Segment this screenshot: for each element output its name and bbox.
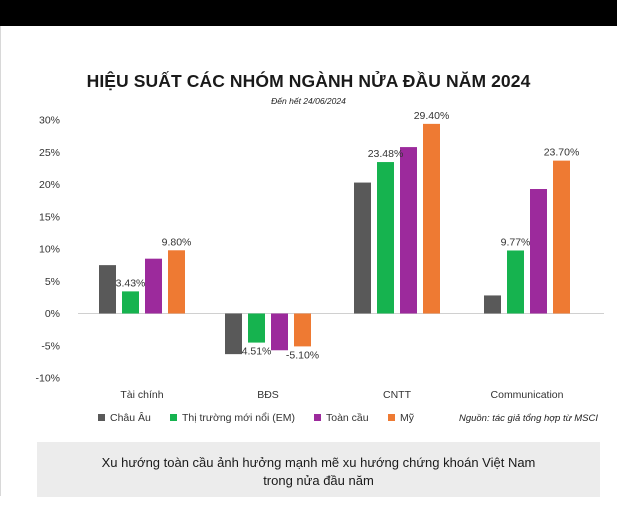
y-tick-label: 25%	[39, 147, 60, 159]
y-tick-label: 10%	[39, 244, 60, 256]
chart-legend: Châu Âu Thị trường mới nổi (EM) Toàn cầu…	[98, 412, 608, 426]
bar-chart: 30% 25% 20% 15% 10% 5% 0% -5% -10% 3.43% 4.51% 23.4…	[35, 110, 604, 401]
data-label: 4.51%	[242, 346, 272, 358]
data-label: 9.77%	[501, 236, 531, 248]
bar	[168, 250, 185, 314]
caption-line-1: Xu hướng toàn cầu ảnh hưởng mạnh mẽ xu h…	[101, 455, 536, 470]
x-category-label: Communication	[491, 389, 564, 401]
y-tick-label: -10%	[35, 373, 60, 385]
bar	[484, 295, 501, 314]
bar	[271, 313, 288, 351]
caption-box: Xu hướng toàn cầu ảnh hưởng mạnh mẽ xu h…	[37, 442, 600, 497]
legend-swatch	[98, 414, 105, 421]
x-category-label: CNTT	[383, 389, 412, 401]
x-category-label: Tài chính	[120, 389, 163, 401]
top-dark-band	[0, 0, 617, 26]
legend-label: Toàn cầu	[326, 412, 369, 424]
x-category-label: BĐS	[257, 389, 279, 401]
legend-label: Thị trường mới nổi (EM)	[182, 412, 295, 424]
bar	[423, 123, 440, 314]
bar	[553, 160, 570, 314]
bar	[99, 265, 116, 314]
chart-subtitle: Đến hết 24/06/2024	[271, 96, 346, 106]
legend-swatch	[314, 414, 321, 421]
bar	[122, 291, 139, 314]
data-label: -5.10%	[286, 349, 319, 361]
bar	[294, 313, 311, 347]
bar	[248, 313, 265, 343]
y-tick-label: 30%	[39, 115, 60, 127]
legend-item-my: Mỹ	[388, 412, 414, 424]
legend-item-toan-cau: Toàn cầu	[314, 412, 369, 424]
bar	[507, 250, 524, 314]
chart-title: HIỆU SUẤT CÁC NHÓM NGÀNH NỬA ĐẦU NĂM 202…	[86, 71, 531, 91]
y-tick-label: 20%	[39, 179, 60, 191]
bar	[400, 147, 417, 314]
data-label: 23.48%	[368, 148, 404, 160]
bar	[530, 189, 547, 314]
y-tick-label: -5%	[41, 340, 60, 352]
y-tick-label: 15%	[39, 211, 60, 223]
y-tick-label: 0%	[45, 308, 60, 320]
legend-item-chau-au: Châu Âu	[98, 412, 151, 424]
bar	[225, 313, 242, 355]
bar	[354, 182, 371, 314]
data-label: 3.43%	[116, 277, 146, 289]
data-label: 9.80%	[162, 236, 192, 248]
y-tick-label: 5%	[45, 276, 60, 288]
legend-label: Mỹ	[400, 412, 414, 424]
source-note: Nguồn: tác giả tổng hợp từ MSCI	[458, 413, 598, 424]
data-label: 29.40%	[414, 110, 450, 122]
legend-label: Châu Âu	[110, 412, 151, 424]
caption-line-2: trong nửa đầu năm	[263, 473, 374, 488]
bar	[145, 258, 162, 314]
left-border-line	[0, 26, 1, 496]
bar	[377, 162, 394, 314]
legend-swatch	[170, 414, 177, 421]
data-label: 23.70%	[544, 147, 580, 159]
legend-swatch	[388, 414, 395, 421]
legend-item-em: Thị trường mới nổi (EM)	[170, 412, 295, 424]
